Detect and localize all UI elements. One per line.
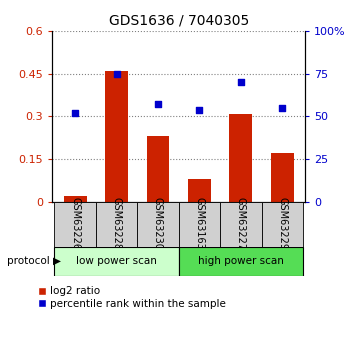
Text: GSM63163: GSM63163: [195, 197, 204, 250]
Text: protocol ▶: protocol ▶: [7, 256, 61, 266]
Point: [155, 102, 161, 107]
Bar: [147, 136, 169, 202]
Bar: [105, 71, 128, 202]
Point: [238, 80, 244, 85]
Bar: [179, 247, 303, 276]
Bar: [220, 202, 262, 247]
Bar: [64, 196, 87, 202]
Point: [114, 71, 119, 77]
Bar: [137, 202, 179, 247]
Title: GDS1636 / 7040305: GDS1636 / 7040305: [109, 13, 249, 27]
Bar: [96, 202, 137, 247]
Text: GSM63227: GSM63227: [236, 197, 246, 250]
Text: low power scan: low power scan: [76, 256, 157, 266]
Bar: [55, 247, 179, 276]
Point: [196, 107, 202, 112]
Point: [72, 110, 78, 116]
Bar: [55, 202, 96, 247]
Text: high power scan: high power scan: [198, 256, 284, 266]
Text: GSM63228: GSM63228: [112, 197, 122, 250]
Bar: [271, 154, 293, 202]
Bar: [230, 114, 252, 202]
Bar: [179, 202, 220, 247]
Text: GSM63230: GSM63230: [153, 197, 163, 250]
Text: GSM63226: GSM63226: [70, 197, 80, 250]
Bar: [188, 179, 211, 202]
Legend: log2 ratio, percentile rank within the sample: log2 ratio, percentile rank within the s…: [38, 286, 226, 309]
Text: GSM63229: GSM63229: [277, 197, 287, 250]
Bar: [262, 202, 303, 247]
Point: [279, 105, 285, 111]
